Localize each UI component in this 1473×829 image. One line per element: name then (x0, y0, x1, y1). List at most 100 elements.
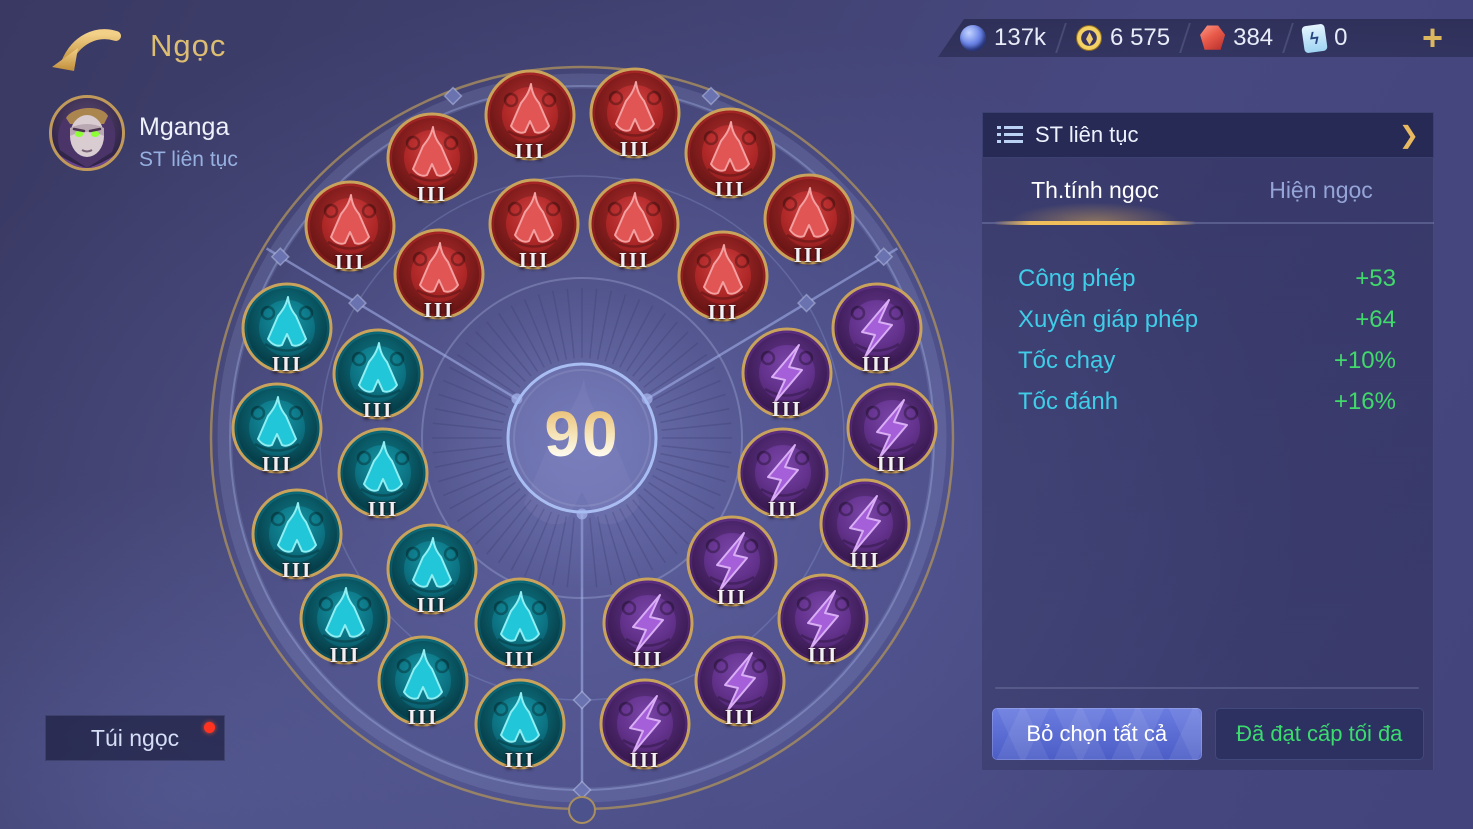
gem-icon (846, 382, 938, 474)
gem-level-label: III (261, 452, 293, 476)
gem-level-label: III (423, 298, 455, 322)
gem-icon (484, 69, 576, 161)
gem-purple-30[interactable]: III (597, 678, 693, 786)
gem-icon (393, 228, 485, 320)
ruby-currency-icon (1200, 25, 1226, 50)
max-level-button[interactable]: Đã đạt cấp tối đa (1214, 708, 1424, 760)
gem-icon (777, 573, 869, 665)
gem-level-label: III (504, 748, 536, 772)
gem-level-label: III (514, 139, 546, 163)
gem-red-3[interactable]: III (482, 69, 578, 177)
gem-purple-26[interactable]: III (684, 515, 780, 623)
gem-level-label: III (876, 452, 908, 476)
gem-teal-18[interactable]: III (472, 577, 568, 685)
gem-level-label: III (716, 585, 748, 609)
currency-ticket[interactable]: ϟ 0 (1301, 23, 1348, 53)
gem-red-8[interactable]: III (486, 178, 582, 286)
gem-teal-11[interactable]: III (239, 282, 335, 390)
gem-level-label: III (771, 397, 803, 421)
gem-purple-29[interactable]: III (692, 635, 788, 743)
gem-icon (763, 173, 855, 265)
rune-bag-button[interactable]: Túi ngọc (45, 715, 225, 761)
gem-red-10[interactable]: III (675, 230, 771, 338)
gem-purple-27[interactable]: III (775, 573, 871, 681)
gem-icon (304, 180, 396, 272)
gem-icon (377, 635, 469, 727)
stat-value: +16% (1333, 387, 1396, 415)
hero-avatar[interactable] (49, 95, 125, 171)
gem-level-label: III (416, 593, 448, 617)
rune-page-selector[interactable]: ST liên tục ❯ (982, 112, 1434, 158)
gem-purple-24[interactable]: III (735, 427, 831, 535)
tab-current-runes[interactable]: Hiện ngọc (1269, 176, 1373, 203)
gem-level-label: III (281, 558, 313, 582)
rune-stats-list: Công phép +53 Xuyên giáp phép +64 Tốc ch… (982, 258, 1434, 422)
back-icon[interactable] (50, 21, 122, 73)
stat-row: Tốc chạy +10% (982, 340, 1434, 381)
currency-orb[interactable]: 137k (960, 24, 1046, 52)
gem-red-4[interactable]: III (587, 67, 683, 175)
gem-teal-20[interactable]: III (472, 678, 568, 786)
sunburst-rays (432, 288, 732, 588)
stat-value: +64 (1355, 305, 1396, 333)
currency-coin[interactable]: 6 575 (1076, 24, 1170, 52)
gem-icon (488, 178, 580, 270)
gem-red-6[interactable]: III (761, 173, 857, 281)
gem-red-2[interactable]: III (384, 112, 480, 220)
gem-red-5[interactable]: III (682, 107, 778, 215)
gem-icon (251, 488, 343, 580)
currency-divider (1282, 23, 1295, 53)
gem-icon (588, 178, 680, 270)
stat-row: Công phép +53 (982, 258, 1434, 299)
stat-label: Công phép (1018, 264, 1136, 292)
coin-currency-icon (1076, 25, 1103, 51)
gem-icon (819, 478, 911, 570)
gem-teal-15[interactable]: III (249, 488, 345, 596)
stat-label: Tốc đánh (1018, 387, 1119, 415)
gem-icon (694, 635, 786, 727)
gem-red-9[interactable]: III (586, 178, 682, 286)
gem-teal-17[interactable]: III (297, 573, 393, 681)
stat-value: +10% (1333, 346, 1396, 374)
center-watermark-glyph (524, 378, 640, 525)
gem-red-1[interactable]: III (302, 180, 398, 288)
panel-buttons: Bỏ chọn tất cả Đã đạt cấp tối đa (992, 708, 1424, 760)
gem-icon (599, 678, 691, 770)
gem-level-label: III (271, 352, 303, 376)
gem-purple-25[interactable]: III (817, 478, 913, 586)
gem-icon (602, 577, 694, 669)
gem-level-label: III (767, 497, 799, 521)
gem-level-label: III (518, 248, 550, 272)
gem-teal-13[interactable]: III (229, 382, 325, 490)
deselect-all-button[interactable]: Bỏ chọn tất cả (992, 708, 1202, 760)
rune-bag-label: Túi ngọc (90, 724, 180, 751)
gem-teal-12[interactable]: III (330, 328, 426, 436)
gem-purple-22[interactable]: III (739, 327, 835, 435)
sector-dividers (265, 247, 899, 806)
gem-teal-16[interactable]: III (384, 523, 480, 631)
chevron-right-icon: ❯ (1398, 121, 1419, 149)
gem-icon (386, 112, 478, 204)
gem-level-label: III (618, 248, 650, 272)
gem-purple-28[interactable]: III (600, 577, 696, 685)
list-icon (997, 126, 1023, 143)
stat-value: +53 (1355, 264, 1396, 292)
gem-icon (332, 328, 424, 420)
tab-rune-stats[interactable]: Th.tính ngọc (982, 158, 1208, 222)
orb-currency-value: 137k (994, 24, 1047, 51)
gem-level-label: III (793, 243, 825, 267)
currency-ruby[interactable]: 384 (1200, 24, 1273, 52)
gem-level-label: III (367, 497, 399, 521)
gem-level-label: III (861, 352, 893, 376)
gem-teal-19[interactable]: III (375, 635, 471, 743)
stat-label: Tốc chạy (1018, 346, 1116, 374)
gem-level-label: III (334, 250, 366, 274)
gem-red-7[interactable]: III (391, 228, 487, 336)
gem-purple-23[interactable]: III (844, 382, 940, 490)
gem-purple-21[interactable]: III (829, 282, 925, 390)
gem-teal-14[interactable]: III (335, 427, 431, 535)
add-currency-button[interactable]: + (1421, 17, 1443, 58)
page-title: Ngọc (150, 28, 227, 63)
gem-level-label: III (407, 705, 439, 729)
